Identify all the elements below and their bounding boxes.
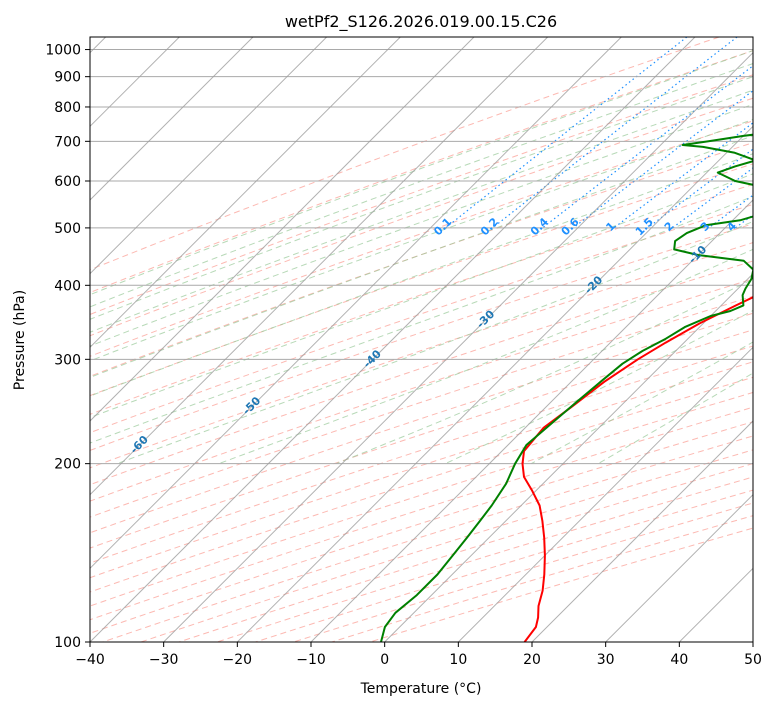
- temperature-line: [521, 296, 753, 642]
- x-tick-label: −40: [75, 652, 105, 668]
- y-axis-label: Pressure (hPa): [12, 290, 28, 390]
- isotherm-gridline: [90, 37, 696, 642]
- isotherm-gridline: [90, 37, 401, 349]
- y-tick-label: 600: [54, 174, 81, 190]
- isotherm-gridline: [457, 346, 753, 642]
- moist-adiabat-line: [90, 63, 753, 308]
- moist-adiabat-line: [90, 135, 753, 378]
- dry-adiabat-line: [90, 74, 753, 316]
- dry-adiabat-line: [90, 183, 753, 415]
- moist-adiabat-line: [90, 118, 753, 362]
- mixing-ratio-line: [492, 37, 738, 229]
- plot-area: -100-90-80-70-60-50-40-30-20-10010203040…: [90, 37, 753, 642]
- y-axis: 1000 900 800 700 600 500 400 300 200 100: [45, 43, 90, 651]
- x-tick-label: −30: [149, 652, 179, 668]
- dry-adiabat-line: [90, 242, 753, 469]
- x-tick-label: 0: [380, 652, 389, 668]
- chart-title: wetPf2_S126.2026.019.00.15.C26: [285, 12, 557, 32]
- isotherm-gridline: [236, 125, 753, 642]
- mixing-ratio-line: [672, 167, 753, 229]
- y-tick-label: 400: [54, 278, 81, 294]
- x-tick-label: 30: [597, 652, 615, 668]
- isotherm-grid: [90, 37, 753, 642]
- x-tick-label: 20: [523, 652, 541, 668]
- isotherm-gridline: [90, 37, 328, 275]
- dry-adiabat-line: [90, 329, 753, 549]
- dry-adiabat-line: [90, 278, 753, 502]
- dry-adiabat-line: [90, 142, 753, 377]
- moist-adiabats: [90, 50, 753, 465]
- isotherm-gridline: [531, 420, 753, 642]
- y-tick-label: 800: [54, 100, 81, 116]
- dry-adiabat-line: [90, 361, 753, 579]
- isotherm-gridline: [605, 493, 753, 642]
- x-axis: −40 −30 −20 −10 0 10 20 30 40 50: [75, 642, 762, 668]
- isotherm-gridline: [90, 37, 622, 570]
- y-tick-label: 1000: [45, 43, 81, 59]
- x-tick-label: 50: [744, 652, 762, 668]
- moist-adiabat-line: [90, 153, 753, 397]
- plot-frame: [89, 36, 754, 643]
- y-tick-label: 500: [54, 221, 81, 237]
- isobar-grid: [90, 49, 753, 642]
- dry-adiabat-line: [90, 312, 753, 534]
- x-tick-label: 10: [449, 652, 467, 668]
- isotherm-gridline: [90, 37, 475, 422]
- mixing-ratio-lines: [445, 37, 753, 229]
- x-tick-label: 40: [670, 652, 688, 668]
- y-tick-label: 700: [54, 134, 81, 150]
- dry-adiabat-line: [90, 163, 753, 397]
- y-tick-label: 900: [54, 70, 81, 86]
- dry-adiabat-line: [90, 97, 753, 337]
- mixing-ratio-line: [647, 148, 753, 229]
- moist-adiabat-line: [90, 76, 753, 320]
- x-axis-label: Temperature (°C): [360, 681, 482, 697]
- dry-adiabat-line: [90, 50, 753, 294]
- x-tick-label: −20: [223, 652, 253, 668]
- dewpoint-line: [380, 133, 753, 642]
- dry-adiabat-line: [90, 223, 753, 451]
- isotherm-gridline: [90, 37, 254, 201]
- isotherm-gridline: [384, 272, 753, 642]
- x-tick-label: −10: [296, 652, 326, 668]
- isotherm-gridline: [310, 199, 753, 642]
- moist-adiabat-line: [90, 103, 753, 347]
- mixing-ratio-line: [572, 89, 753, 229]
- moist-adiabat-line: [90, 173, 753, 419]
- y-tick-label: 100: [54, 635, 81, 651]
- y-tick-label: 200: [54, 457, 81, 473]
- moist-adiabat-line: [90, 89, 753, 333]
- dry-adiabat-line: [90, 376, 753, 593]
- profile-series: [380, 133, 753, 642]
- isotherm-gridline: [90, 37, 549, 496]
- moist-adiabat-line: [116, 220, 753, 465]
- isotherm-gridline: [163, 51, 753, 642]
- y-tick-label: 300: [54, 352, 81, 368]
- mixing-ratio-line: [445, 37, 688, 229]
